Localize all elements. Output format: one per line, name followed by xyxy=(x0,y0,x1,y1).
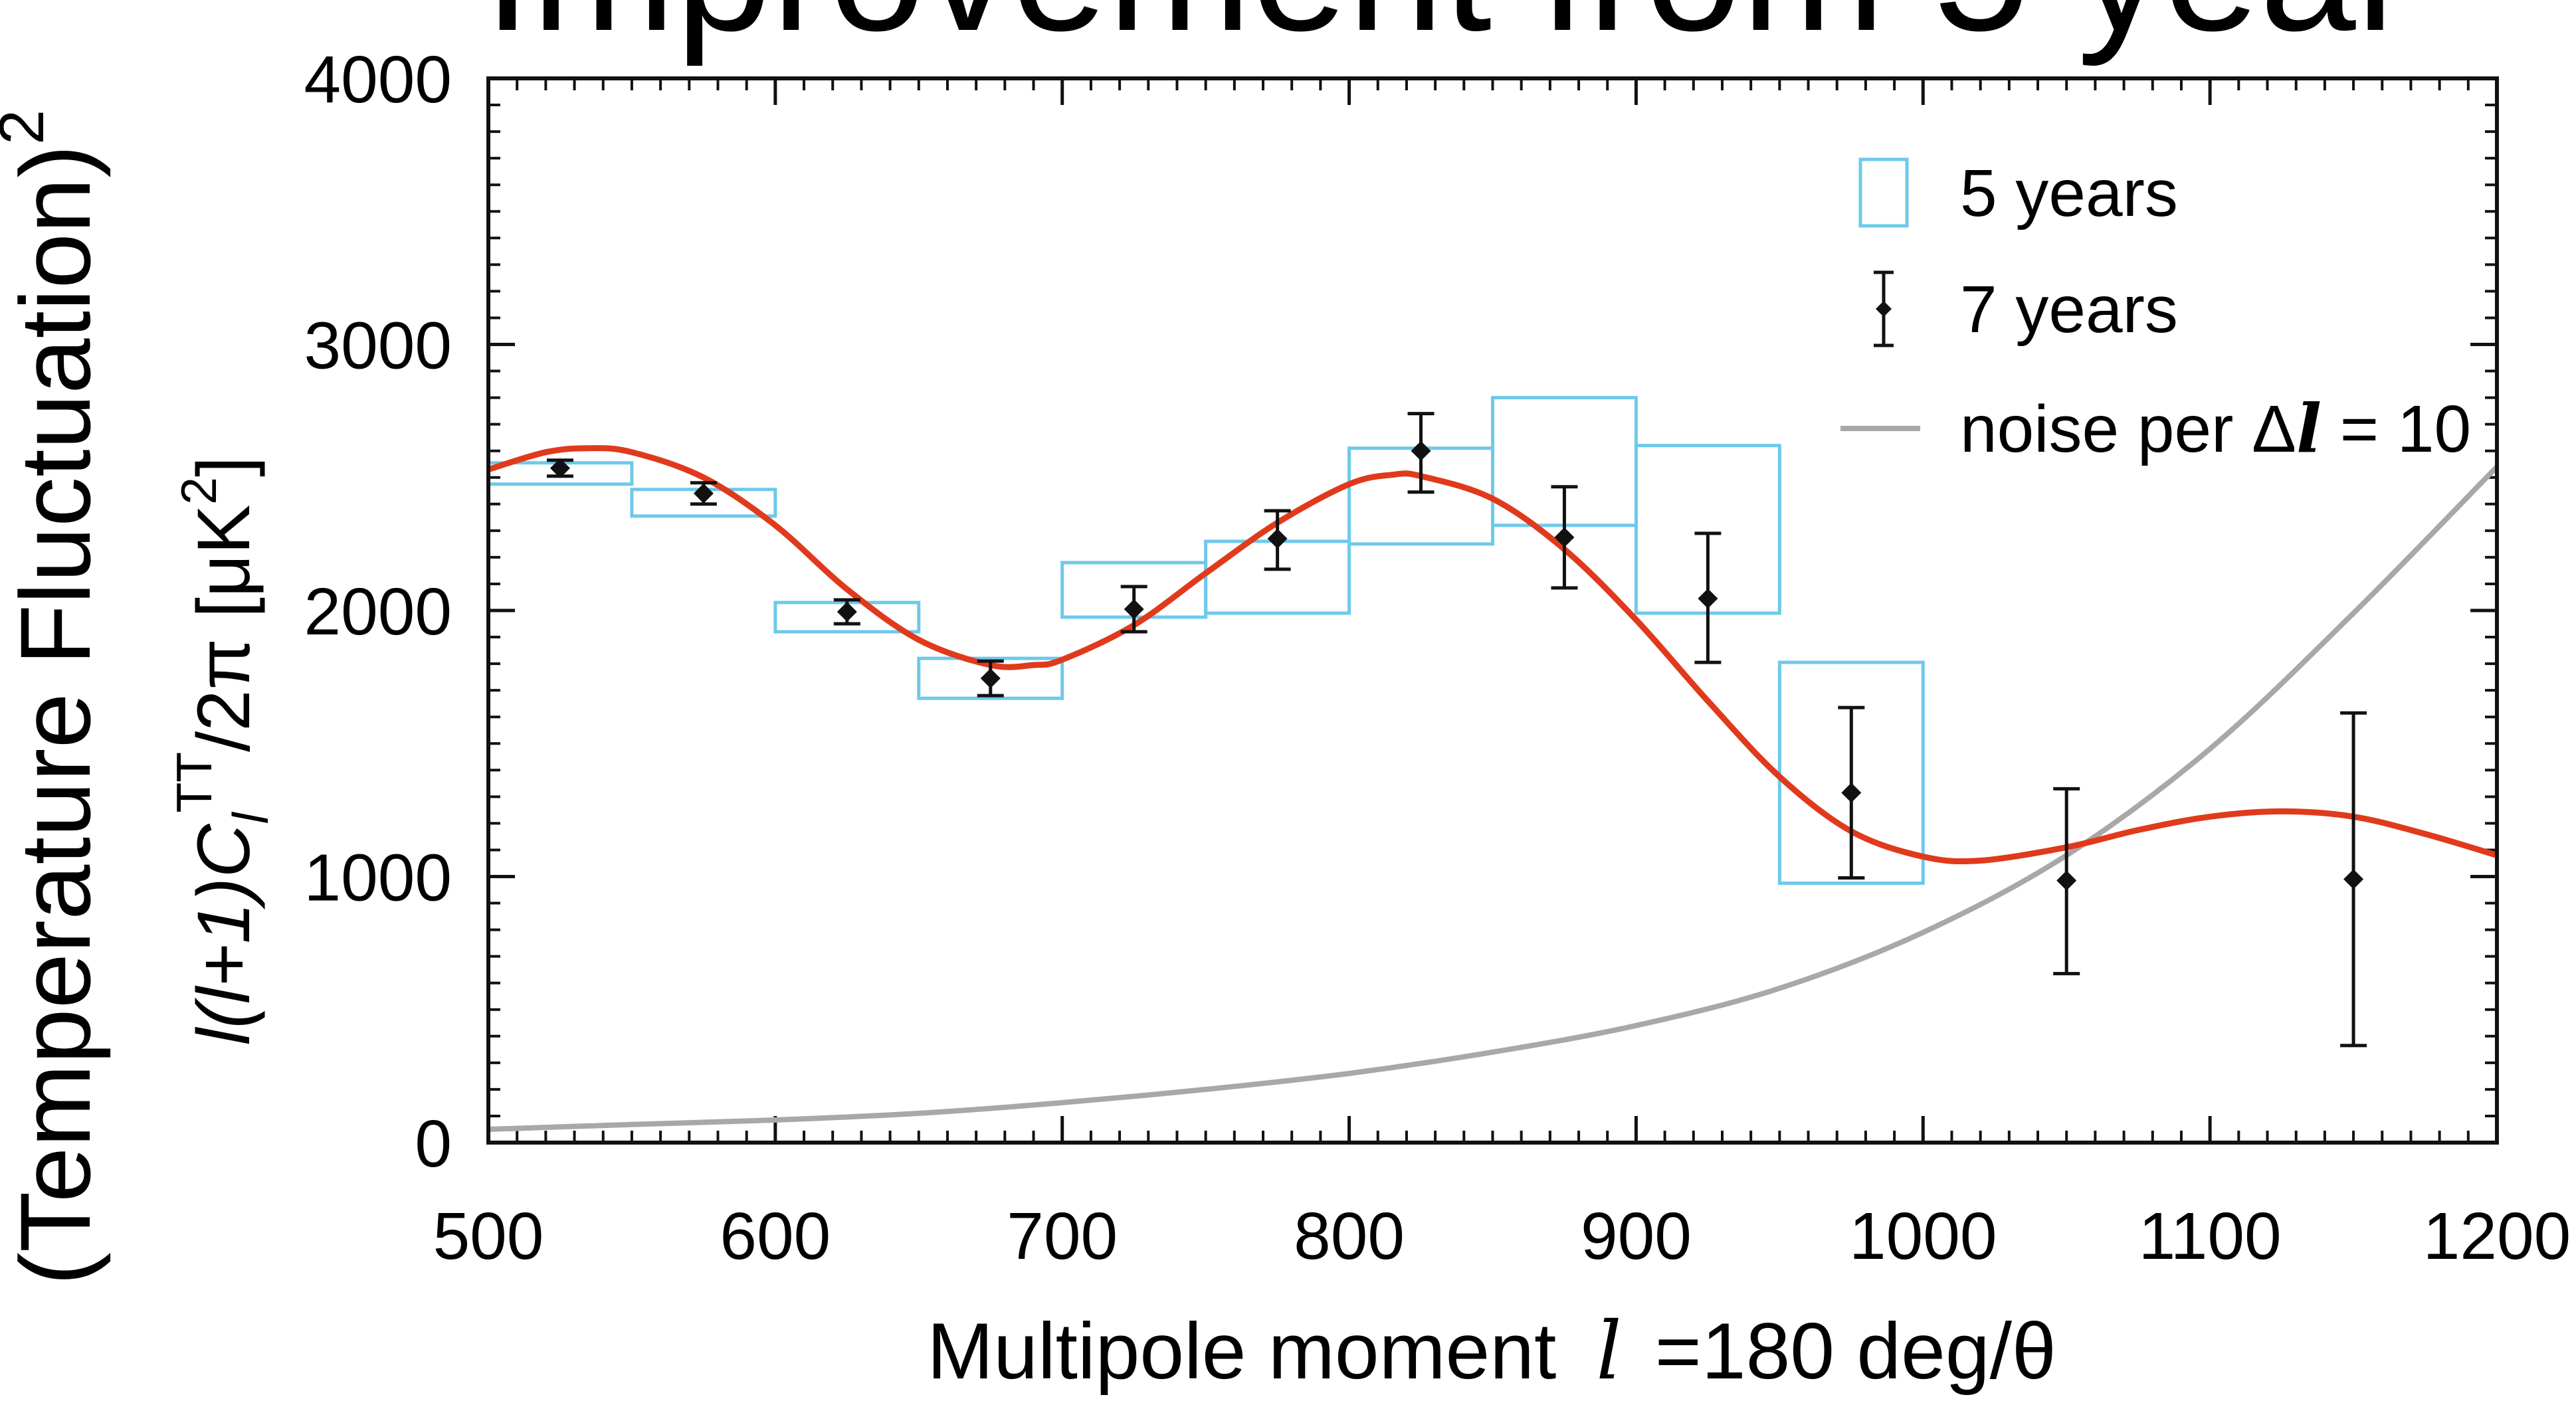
y-axis-inner-label-close: ] xyxy=(182,456,265,477)
y-tick-label: 4000 xyxy=(304,43,452,117)
seven-year-point xyxy=(1698,588,1718,609)
x-tick-label: 900 xyxy=(1581,1199,1692,1273)
y-axis-inner-label: l(l+1)ClTT/2π [μK2] xyxy=(166,456,278,1045)
y-axis-inner-label-suffix-sup: 2 xyxy=(171,477,227,505)
seven-year-point xyxy=(1841,783,1862,803)
y-axis-inner-label-main: l(l+1)C xyxy=(182,823,265,1045)
y-tick-label: 0 xyxy=(415,1107,452,1181)
chart-title: Improvement from 5 year xyxy=(484,0,2413,68)
y-tick-label: 3000 xyxy=(304,309,452,383)
legend-box-swatch xyxy=(1858,157,1909,228)
legend-label-symbol: l xyxy=(2296,389,2322,468)
x-axis-label-symbol: l xyxy=(1596,1305,1621,1398)
seven-year-point xyxy=(980,668,1001,689)
y-axis-outer-label-sup: 2 xyxy=(0,110,57,145)
plot-frame xyxy=(486,76,2499,1145)
x-tick-label: 500 xyxy=(433,1199,544,1273)
legend-label: noise per Δl = 10 xyxy=(1960,389,2471,468)
seven-year-point xyxy=(549,458,570,478)
y-tick-label: 2000 xyxy=(304,575,452,649)
x-tick-label: 1100 xyxy=(2139,1199,2282,1273)
x-tick-label: 800 xyxy=(1294,1199,1405,1273)
legend-label-text: noise per Δ xyxy=(1960,392,2296,466)
x-axis-label-suffix: =180 deg/θ xyxy=(1655,1307,2056,1396)
legend-label: 7 years xyxy=(1960,272,2178,347)
five-year-box xyxy=(917,656,1064,700)
seven-year-point xyxy=(2343,869,2364,890)
seven-year-point xyxy=(1124,599,1144,619)
y-axis-inner-label-suffix: /2π [μK xyxy=(182,505,265,752)
legend-label: 5 years xyxy=(1960,156,2178,231)
seven-year-point xyxy=(1554,527,1575,547)
legend-point-swatch xyxy=(1876,301,1892,317)
legend-label-text: 7 years xyxy=(1960,272,2178,347)
y-axis-outer-label: (Temperature Fluctuation)2 xyxy=(0,110,111,1285)
seven-year-point xyxy=(693,483,714,504)
x-tick-label: 600 xyxy=(720,1199,831,1273)
seven-year-point xyxy=(1411,440,1431,461)
model-curve xyxy=(488,445,2497,865)
plot-area: 500 600 700 800 900 1000 1100 1200 0 1000 2000 3000… xyxy=(304,43,2571,1273)
noise-curve xyxy=(488,464,2497,1132)
x-axis-label: Multipole moment l =180 deg/θ xyxy=(927,1305,2056,1398)
y-axis-inner-label-sub: l xyxy=(223,811,278,824)
seven-year-point xyxy=(1267,528,1288,549)
y-axis-inner-label-sup: TT xyxy=(166,752,222,813)
x-tick-label: 700 xyxy=(1007,1199,1118,1273)
seven-year-point xyxy=(2056,870,2077,891)
seven-year-point xyxy=(837,602,857,622)
legend-label-text: 5 years xyxy=(1960,156,2178,231)
x-tick-label: 1000 xyxy=(1849,1199,1997,1273)
x-tick-label: 1200 xyxy=(2423,1199,2571,1273)
legend-label-suffix: = 10 xyxy=(2322,392,2471,466)
y-tick-label: 1000 xyxy=(304,841,452,915)
legend: 5 years 7 years noise per Δl = 10 xyxy=(1840,156,2471,468)
x-axis-label-text: Multipole moment xyxy=(927,1307,1556,1396)
y-axis-outer-label-text: (Temperature Fluctuation) xyxy=(0,145,111,1285)
